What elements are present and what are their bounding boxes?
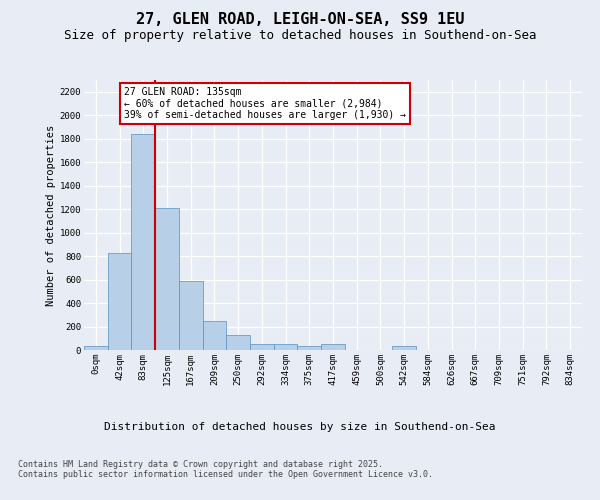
Text: Contains HM Land Registry data © Crown copyright and database right 2025.
Contai: Contains HM Land Registry data © Crown c…	[18, 460, 433, 479]
Bar	[321, 344, 345, 350]
Text: Distribution of detached houses by size in Southend-on-Sea: Distribution of detached houses by size …	[104, 422, 496, 432]
Bar	[250, 344, 274, 350]
Bar	[226, 334, 250, 350]
Text: Size of property relative to detached houses in Southend-on-Sea: Size of property relative to detached ho…	[64, 29, 536, 42]
Text: 27 GLEN ROAD: 135sqm
← 60% of detached houses are smaller (2,984)
39% of semi-de: 27 GLEN ROAD: 135sqm ← 60% of detached h…	[124, 87, 406, 120]
Bar	[179, 280, 203, 350]
Bar	[203, 321, 226, 350]
Bar	[155, 208, 179, 350]
Text: 27, GLEN ROAD, LEIGH-ON-SEA, SS9 1EU: 27, GLEN ROAD, LEIGH-ON-SEA, SS9 1EU	[136, 12, 464, 28]
Bar	[392, 346, 416, 350]
Y-axis label: Number of detached properties: Number of detached properties	[46, 124, 56, 306]
Bar	[131, 134, 155, 350]
Bar	[274, 344, 298, 350]
Bar	[298, 346, 321, 350]
Bar	[84, 346, 108, 350]
Bar	[108, 252, 131, 350]
